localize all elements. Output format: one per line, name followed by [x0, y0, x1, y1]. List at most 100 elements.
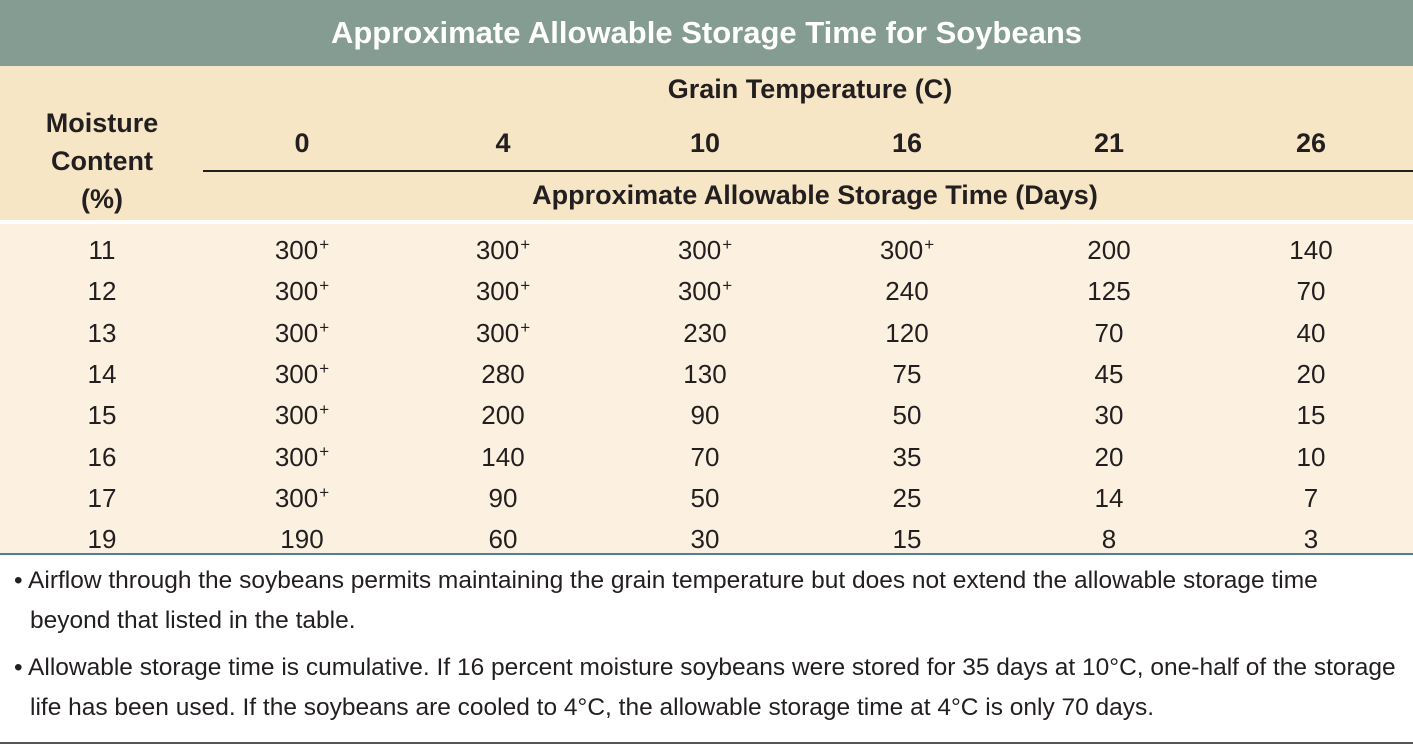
storage-days-value: 230 [683, 317, 727, 348]
storage-days-value: 300 [677, 276, 722, 307]
table-bottom-rule [0, 553, 1413, 555]
storage-days-value: 300 [274, 400, 319, 431]
storage-days-value: 140 [481, 441, 525, 472]
storage-days-cell: 300+ [433, 230, 573, 270]
storage-days-value: 20 [1296, 358, 1326, 389]
storage-days-value: 190 [280, 524, 324, 555]
storage-days-value: 70 [690, 441, 720, 472]
storage-days-value: 200 [1087, 235, 1131, 265]
storage-days-cell: 140 [1241, 230, 1381, 270]
storage-days-cell: 90 [635, 395, 775, 435]
storage-days-value: 70 [1094, 317, 1124, 348]
storage-days-cell: 300+ [232, 437, 372, 477]
storage-days-value: 300 [274, 482, 319, 513]
storage-days-cell: 200 [1039, 230, 1179, 270]
storage-days-cell: 25 [837, 478, 977, 518]
storage-days-value: 300 [274, 276, 319, 307]
storage-days-value: 14 [1094, 482, 1124, 513]
storage-days-cell: 15 [1241, 395, 1381, 435]
plus-superscript: + [520, 317, 531, 337]
storage-days-cell: 300+ [635, 271, 775, 311]
storage-days-value: 300 [677, 235, 722, 265]
storage-days-value: 200 [481, 400, 525, 431]
note-item: • Airflow through the soybeans permits m… [14, 561, 1399, 641]
storage-days-value: 300 [274, 358, 319, 389]
storage-days-cell: 3 [1241, 519, 1381, 559]
moisture-cell: 19 [87, 524, 117, 555]
storage-days-value: 300 [274, 317, 319, 348]
bottom-rule [0, 742, 1413, 744]
temp-col-header: 10 [689, 128, 721, 158]
plus-superscript: + [319, 358, 330, 378]
header-band [0, 66, 1413, 220]
storage-days-cell: 75 [837, 354, 977, 394]
storage-days-cell: 70 [635, 437, 775, 477]
storage-days-cell: 300+ [232, 478, 372, 518]
storage-days-value: 240 [885, 276, 929, 307]
storage-days-cell: 125 [1039, 271, 1179, 311]
storage-days-value: 300 [475, 235, 520, 265]
storage-days-cell: 240 [837, 271, 977, 311]
storage-days-cell: 300+ [232, 395, 372, 435]
temp-col-header: 0 [294, 128, 310, 158]
storage-days-cell: 300+ [837, 230, 977, 270]
storage-days-cell: 300+ [232, 230, 372, 270]
storage-days-cell: 30 [1039, 395, 1179, 435]
moisture-content-header: Moisture Content (%) [45, 108, 159, 214]
storage-days-cell: 140 [433, 437, 573, 477]
table-title-bar: Approximate Allowable Storage Time for S… [0, 0, 1413, 66]
note-item: • Allowable storage time is cumulative. … [14, 648, 1399, 728]
storage-days-value: 35 [892, 441, 922, 472]
temp-col-header: 26 [1295, 128, 1327, 158]
moisture-cell: 12 [87, 276, 117, 307]
storage-days-cell: 14 [1039, 478, 1179, 518]
moisture-cell: 13 [87, 317, 117, 348]
storage-days-value: 25 [892, 482, 922, 513]
table-title: Approximate Allowable Storage Time for S… [330, 15, 1083, 50]
storage-days-cell: 190 [232, 519, 372, 559]
storage-time-header: Approximate Allowable Storage Time (Days… [532, 180, 1098, 210]
storage-days-cell: 45 [1039, 354, 1179, 394]
storage-days-cell: 300+ [232, 271, 372, 311]
header-divider [203, 170, 1413, 172]
storage-days-value: 8 [1101, 524, 1117, 555]
storage-days-value: 90 [488, 482, 518, 513]
storage-days-value: 90 [690, 400, 720, 431]
temp-col-header: 4 [495, 128, 511, 158]
storage-days-cell: 35 [837, 437, 977, 477]
storage-days-cell: 40 [1241, 313, 1381, 353]
storage-days-value: 7 [1303, 482, 1319, 513]
storage-days-cell: 50 [635, 478, 775, 518]
storage-days-value: 140 [1289, 235, 1333, 265]
storage-days-value: 300 [274, 441, 319, 472]
moisture-cell: 15 [87, 400, 117, 431]
storage-days-cell: 130 [635, 354, 775, 394]
plus-superscript: + [319, 441, 330, 461]
table-body: 11 300+ 300+ 300+ 300+ 200 140 12 300+ 300+ 300+ 24… [0, 224, 1413, 554]
plus-superscript: + [319, 317, 330, 337]
plus-superscript: + [319, 235, 330, 254]
storage-days-cell: 300+ [232, 313, 372, 353]
storage-days-value: 15 [892, 524, 922, 555]
plus-superscript: + [319, 482, 330, 502]
moisture-cell: 16 [87, 441, 117, 472]
storage-days-value: 10 [1296, 441, 1326, 472]
note-text: • Airflow through the soybeans permits m… [14, 567, 1318, 634]
storage-days-cell: 280 [433, 354, 573, 394]
note-text: • Allowable storage time is cumulative. … [14, 654, 1396, 721]
temp-col-header: 21 [1093, 128, 1125, 158]
storage-days-cell: 70 [1241, 271, 1381, 311]
storage-days-value: 50 [690, 482, 720, 513]
storage-days-cell: 20 [1241, 354, 1381, 394]
storage-days-value: 40 [1296, 317, 1326, 348]
storage-days-cell: 300+ [433, 313, 573, 353]
storage-days-value: 300 [475, 276, 520, 307]
storage-days-value: 300 [879, 235, 924, 265]
plus-superscript: + [924, 235, 935, 254]
storage-days-cell: 90 [433, 478, 573, 518]
storage-days-value: 50 [892, 400, 922, 431]
temp-col-header: 16 [891, 128, 923, 158]
plus-superscript: + [520, 235, 531, 254]
storage-days-value: 120 [885, 317, 929, 348]
storage-days-cell: 20 [1039, 437, 1179, 477]
